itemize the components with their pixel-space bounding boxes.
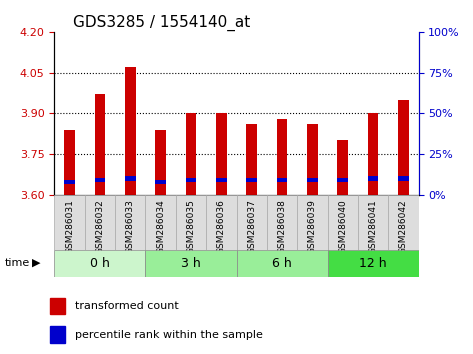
Bar [176, 195, 206, 250]
Bar [368, 176, 378, 181]
Text: ▶: ▶ [32, 258, 41, 268]
Bar [186, 178, 196, 183]
Text: GSM286031: GSM286031 [65, 199, 74, 254]
Bar [297, 195, 327, 250]
Bar [277, 119, 287, 195]
Bar [368, 113, 378, 195]
Bar [85, 195, 115, 250]
Text: GSM286042: GSM286042 [399, 199, 408, 254]
Text: 6 h: 6 h [272, 257, 292, 270]
Bar [125, 67, 136, 195]
Bar [206, 195, 236, 250]
Bar [246, 178, 257, 183]
Bar [50, 297, 65, 314]
Bar [236, 250, 327, 277]
Text: GSM286038: GSM286038 [278, 199, 287, 254]
Bar [267, 195, 297, 250]
Bar [54, 250, 146, 277]
Bar [327, 250, 419, 277]
Text: GSM286033: GSM286033 [126, 199, 135, 254]
Bar [246, 124, 257, 195]
Bar [398, 176, 409, 181]
Bar [236, 195, 267, 250]
Bar [398, 100, 409, 195]
Bar [327, 195, 358, 250]
Text: GSM286039: GSM286039 [308, 199, 317, 254]
Bar [95, 178, 105, 183]
Bar [95, 94, 105, 195]
Bar [155, 179, 166, 184]
Text: GSM286032: GSM286032 [96, 199, 105, 254]
Bar [145, 195, 176, 250]
Text: GSM286037: GSM286037 [247, 199, 256, 254]
Bar [64, 130, 75, 195]
Bar [155, 130, 166, 195]
Text: 3 h: 3 h [181, 257, 201, 270]
Bar [388, 195, 419, 250]
Bar [54, 195, 85, 250]
Text: GSM286040: GSM286040 [338, 199, 347, 254]
Bar [358, 195, 388, 250]
Text: 0 h: 0 h [90, 257, 110, 270]
Bar [216, 113, 227, 195]
Text: 12 h: 12 h [359, 257, 387, 270]
Bar [337, 178, 348, 183]
Bar [337, 141, 348, 195]
Bar [64, 179, 75, 184]
Text: time: time [5, 258, 30, 268]
Text: percentile rank within the sample: percentile rank within the sample [75, 330, 263, 340]
Bar [277, 178, 287, 183]
Bar [186, 113, 196, 195]
Bar [307, 124, 318, 195]
Text: GSM286036: GSM286036 [217, 199, 226, 254]
Text: GSM286034: GSM286034 [156, 199, 165, 254]
Bar [307, 178, 318, 183]
Bar [50, 326, 65, 343]
Bar [145, 250, 236, 277]
Text: transformed count: transformed count [75, 301, 179, 311]
Text: GDS3285 / 1554140_at: GDS3285 / 1554140_at [73, 14, 250, 30]
Text: GSM286041: GSM286041 [368, 199, 377, 254]
Bar [125, 176, 136, 181]
Bar [216, 178, 227, 183]
Bar [115, 195, 146, 250]
Text: GSM286035: GSM286035 [186, 199, 195, 254]
